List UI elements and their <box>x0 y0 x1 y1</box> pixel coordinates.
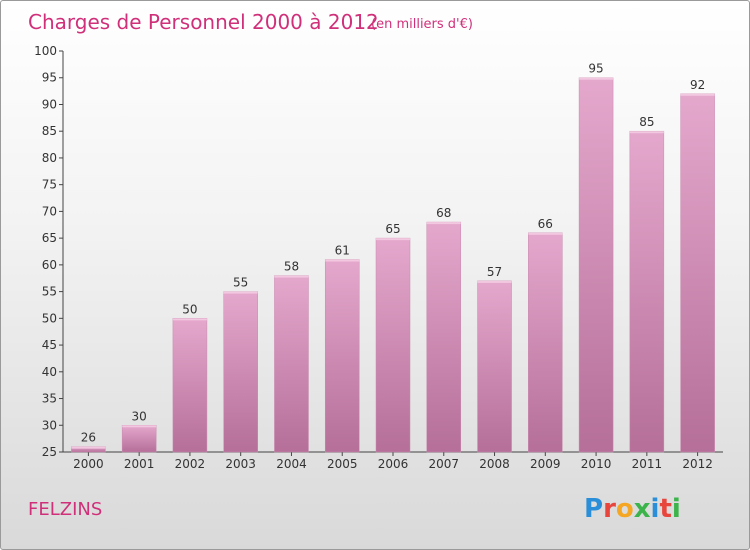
y-tick-label: 25 <box>42 445 57 459</box>
bar-highlight <box>477 280 512 283</box>
bar <box>223 291 258 453</box>
y-tick-label: 80 <box>42 151 57 165</box>
y-tick-label: 35 <box>42 392 57 406</box>
bar-highlight <box>528 232 563 235</box>
logo-letter: i <box>651 494 660 524</box>
x-tick-label: 2006 <box>378 457 409 471</box>
bar <box>274 275 309 453</box>
bar-highlight <box>579 77 614 80</box>
proxiti-logo: Proxiti <box>584 494 681 524</box>
logo-letter: x <box>634 494 651 524</box>
logo-letter: P <box>584 494 603 524</box>
x-tick-label: 2008 <box>479 457 510 471</box>
x-tick-label: 2009 <box>530 457 561 471</box>
logo-letter: o <box>616 494 634 524</box>
y-tick-label: 45 <box>42 338 57 352</box>
x-tick-label: 2005 <box>327 457 358 471</box>
y-tick-label: 65 <box>42 231 57 245</box>
bar <box>172 318 208 453</box>
x-tick-label: 2007 <box>428 457 459 471</box>
y-tick-label: 60 <box>42 258 57 272</box>
bar-highlight <box>71 446 106 449</box>
bar <box>528 232 563 453</box>
bar <box>578 77 614 453</box>
y-tick-label: 90 <box>42 97 57 111</box>
bar <box>629 130 665 453</box>
data-label: 85 <box>639 115 654 129</box>
y-tick-label: 75 <box>42 178 57 192</box>
y-tick-label: 85 <box>42 124 57 138</box>
chart-subtitle: (en milliers d'€) <box>371 17 473 32</box>
bar-highlight <box>376 238 410 241</box>
data-label: 92 <box>690 78 705 92</box>
data-label: 26 <box>81 431 96 445</box>
data-label: 30 <box>132 409 147 423</box>
bar <box>375 237 411 453</box>
bar-highlight <box>426 222 461 225</box>
data-label: 55 <box>233 276 248 290</box>
x-tick-label: 2010 <box>581 457 612 471</box>
y-tick-label: 50 <box>42 311 57 325</box>
data-label: 68 <box>436 206 451 220</box>
bar <box>121 425 157 453</box>
bar-highlight <box>172 318 207 321</box>
x-tick-label: 2003 <box>225 457 256 471</box>
axes: 25 30 35 40 45 50 55 60 65 70 75 80 85 90 95 100 2000 200… <box>34 44 723 471</box>
chart-title: Charges de Personnel 2000 à 2012 <box>28 10 379 34</box>
logo-letter: t <box>659 494 671 524</box>
logo-letter: i <box>672 494 681 524</box>
data-label: 66 <box>538 217 553 231</box>
x-tick-label: 2002 <box>175 457 206 471</box>
bars: 26 30 50 55 58 61 65 68 57 66 95 85 92 <box>71 62 715 453</box>
data-label: 65 <box>385 222 400 236</box>
bar-highlight <box>122 425 157 428</box>
data-label: 95 <box>588 62 603 76</box>
data-label: 58 <box>284 260 299 274</box>
data-label: 61 <box>335 244 350 258</box>
y-tick-label: 70 <box>42 204 57 218</box>
bar <box>324 259 360 453</box>
logo-letter: r <box>603 494 616 524</box>
data-label: 57 <box>487 265 502 279</box>
x-tick-label: 2001 <box>124 457 155 471</box>
commune-name: FELZINS <box>28 499 102 520</box>
bar-highlight <box>325 259 360 262</box>
x-tick-label: 2011 <box>632 457 663 471</box>
bar-highlight <box>274 275 309 278</box>
y-tick-label: 95 <box>42 71 57 85</box>
x-tick-label: 2004 <box>276 457 307 471</box>
y-tick-label: 55 <box>42 285 57 299</box>
x-tick-label: 2000 <box>73 457 104 471</box>
y-tick-label: 40 <box>42 365 57 379</box>
bar <box>680 93 715 453</box>
bar <box>477 280 512 453</box>
bar-highlight <box>629 131 664 134</box>
y-tick-label: 30 <box>42 418 57 432</box>
data-label: 50 <box>182 302 197 316</box>
bar-highlight <box>680 93 715 96</box>
y-tick-label: 100 <box>34 44 57 58</box>
bar <box>426 221 462 453</box>
bar-highlight <box>223 291 258 294</box>
x-tick-label: 2012 <box>682 457 713 471</box>
